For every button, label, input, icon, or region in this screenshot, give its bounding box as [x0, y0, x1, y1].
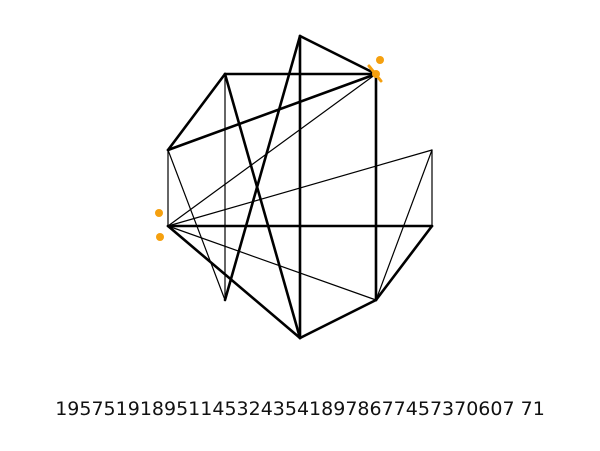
graph-edge — [166, 72, 378, 152]
code-string: 19575191895114532435418978677457370607 7… — [55, 398, 545, 420]
marker-dot[interactable] — [376, 56, 384, 64]
marker-dot — [372, 70, 380, 78]
graph-edge — [298, 34, 378, 76]
graph-edge — [223, 34, 302, 302]
graph-edge — [374, 224, 434, 302]
graph-edge — [375, 149, 433, 301]
graph-edge — [167, 73, 377, 227]
graph-edge — [166, 72, 227, 152]
marker-dot[interactable] — [156, 233, 164, 241]
graph-edge — [166, 224, 302, 340]
marker-dot[interactable] — [155, 209, 163, 217]
graph-edge — [167, 225, 377, 301]
graph-edge — [223, 72, 302, 340]
graph-edge — [298, 298, 378, 340]
